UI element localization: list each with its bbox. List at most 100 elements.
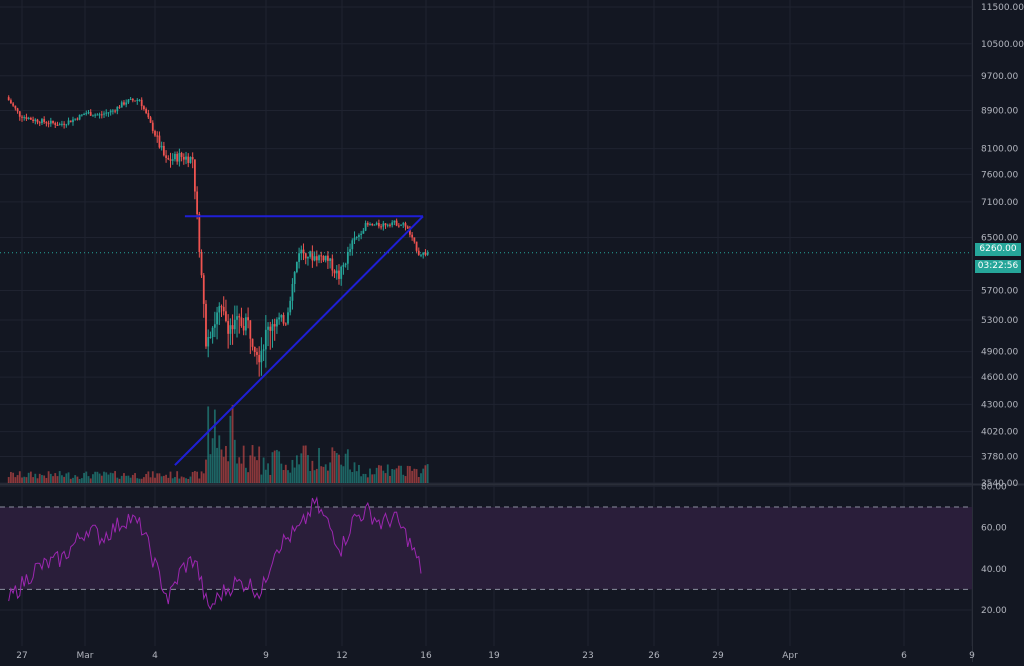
candle-layer[interactable] xyxy=(7,95,429,377)
volume-bar xyxy=(358,464,360,483)
volume-bar xyxy=(225,445,227,483)
volume-bar xyxy=(207,406,210,483)
volume-bar xyxy=(395,468,398,483)
axis-layer[interactable]: 27 Mar 4 9 12 16 19 23 26 29 Apr 6 9 11500.00 10500.00… xyxy=(16,3,1024,661)
volume-bar xyxy=(23,476,26,483)
candle-body xyxy=(21,116,23,118)
volume-bar xyxy=(278,451,281,483)
candle-body xyxy=(78,114,81,120)
candle-body xyxy=(56,125,59,127)
candle-body xyxy=(151,122,154,131)
volume-bar xyxy=(397,465,400,483)
candle-body xyxy=(16,108,19,112)
candle-body xyxy=(244,317,247,331)
volume-bar xyxy=(406,465,409,483)
price-tick-label: 6500.00 xyxy=(981,233,1018,243)
trendline-layer[interactable] xyxy=(0,215,972,466)
volume-bar xyxy=(222,456,225,483)
candle-body xyxy=(205,303,207,347)
candle-body xyxy=(415,241,418,251)
volume-bar xyxy=(145,473,148,483)
candle-body xyxy=(307,256,309,259)
candle-body xyxy=(233,319,236,330)
volume-bar xyxy=(187,478,190,483)
candle-body xyxy=(355,237,358,239)
price-tick-label: 9700.00 xyxy=(981,72,1018,82)
candle-body xyxy=(289,300,292,313)
volume-bar xyxy=(264,469,267,483)
candle-body xyxy=(284,323,287,325)
candle-body xyxy=(83,114,85,116)
candle-body xyxy=(158,135,161,148)
candle-body xyxy=(247,317,249,321)
candle-body xyxy=(185,156,187,160)
candle-body xyxy=(25,117,28,120)
volume-bar xyxy=(411,470,414,483)
candle-body xyxy=(264,329,267,350)
volume-bar xyxy=(242,445,245,483)
volume-bar xyxy=(165,474,167,483)
candle-body xyxy=(276,319,278,327)
candle-body xyxy=(404,223,407,227)
volume-bar xyxy=(54,473,57,483)
time-tick-label: Mar xyxy=(77,651,94,661)
candle-body xyxy=(391,222,394,226)
volume-bar xyxy=(351,472,354,483)
volume-bar xyxy=(271,452,274,483)
volume-bar xyxy=(422,468,425,483)
volume-bar xyxy=(302,445,305,483)
time-tick-label: 4 xyxy=(152,651,158,661)
candle-body xyxy=(304,253,307,259)
candle-body xyxy=(216,312,218,325)
volume-bar xyxy=(209,454,212,483)
candle-body xyxy=(41,119,43,124)
volume-bar xyxy=(364,473,367,483)
candle-body xyxy=(200,251,203,276)
volume-bar xyxy=(342,466,345,483)
candle-body xyxy=(61,123,63,125)
candle-body xyxy=(149,117,152,123)
candle-body xyxy=(29,117,32,120)
volume-bar xyxy=(154,477,156,483)
volume-bar xyxy=(151,471,154,483)
volume-bar xyxy=(200,471,203,483)
candle-body xyxy=(344,263,347,265)
volume-bar xyxy=(322,466,325,483)
volume-bar xyxy=(36,478,39,483)
volume-bar xyxy=(149,477,152,483)
volume-bar xyxy=(178,478,181,483)
volume-bar xyxy=(47,471,50,483)
candle-body xyxy=(182,156,185,160)
volume-bar xyxy=(377,465,380,483)
volume-bar xyxy=(360,476,363,483)
candle-body xyxy=(47,123,50,125)
volume-bar xyxy=(202,473,205,483)
candle-body xyxy=(162,145,165,156)
candle-body xyxy=(80,114,83,116)
candle-body xyxy=(371,223,374,226)
volume-bar xyxy=(120,475,123,483)
rsi-tick-label: 20.00 xyxy=(981,606,1007,616)
volume-bar xyxy=(375,467,378,483)
volume-bar xyxy=(174,477,176,483)
volume-bar xyxy=(10,471,12,483)
candle-body xyxy=(324,255,327,261)
candle-body xyxy=(131,98,134,101)
volume-layer xyxy=(7,405,429,483)
volume-bar xyxy=(196,471,199,483)
volume-bar xyxy=(289,472,292,483)
candle-body xyxy=(196,191,199,215)
volume-bar xyxy=(87,476,90,483)
volume-bar xyxy=(72,477,74,483)
candle-body xyxy=(74,118,77,120)
candle-body xyxy=(393,220,396,223)
volume-bar xyxy=(253,456,256,483)
volume-bar xyxy=(123,473,125,483)
volume-bar xyxy=(189,476,192,483)
candle-body xyxy=(129,98,132,100)
candle-body xyxy=(96,114,99,116)
volume-bar xyxy=(85,471,88,483)
candle-body xyxy=(52,120,54,123)
